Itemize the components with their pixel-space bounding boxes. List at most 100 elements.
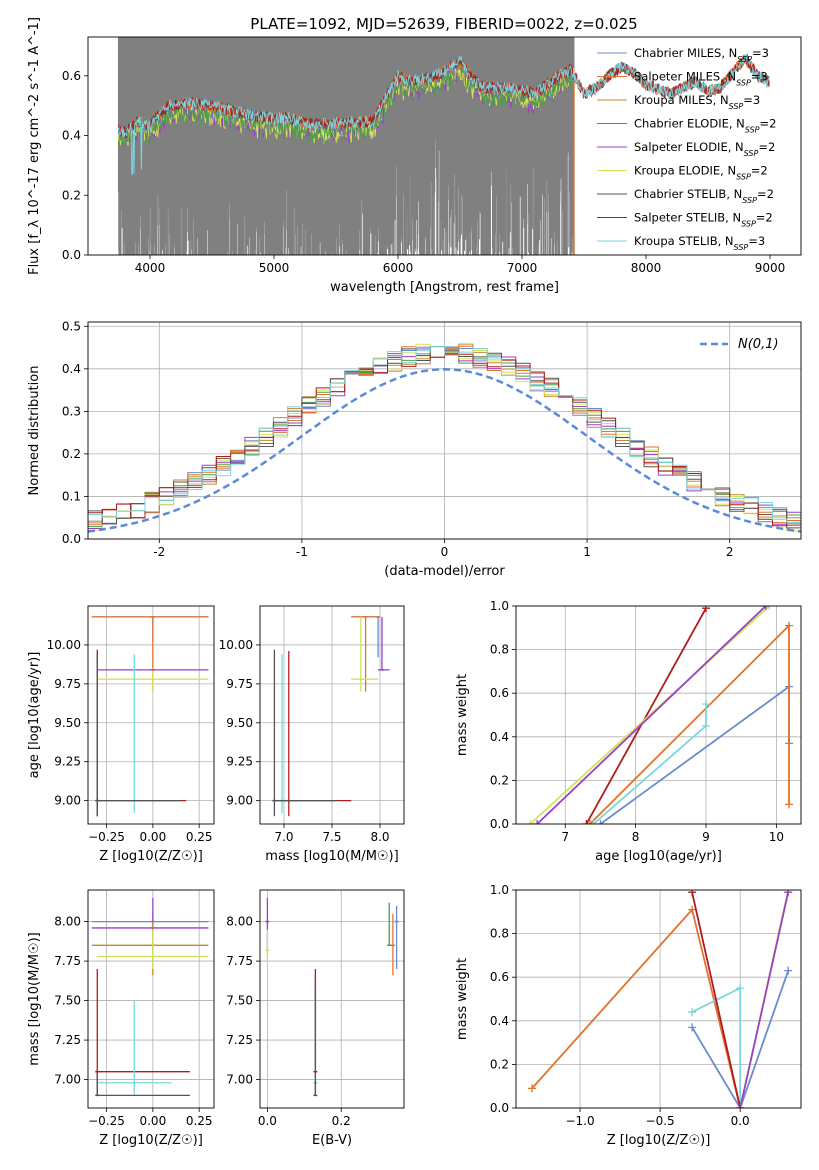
y-tick-label: 0.6 bbox=[490, 686, 509, 700]
model-spectrum-chabrier_elodie bbox=[117, 60, 572, 149]
y-tick-label: 9.50 bbox=[226, 716, 253, 730]
model-spectrum-kroupa_stelib bbox=[117, 54, 770, 176]
weight-marker-kroupa_stelib bbox=[736, 984, 745, 993]
weight-line-salpeter_stelib bbox=[691, 892, 742, 1108]
weight-marker-salpeter_stelib bbox=[702, 606, 710, 613]
weight-line-chabrier_miles bbox=[599, 684, 790, 824]
y-tick-label: 7.25 bbox=[226, 1033, 253, 1047]
mass_vs_Z-data bbox=[91, 897, 209, 1097]
x-tick-label: -1 bbox=[296, 545, 308, 559]
y-axis-label: mass [log10(M/M☉)] bbox=[27, 932, 42, 1065]
x-tick-label: −0.5 bbox=[646, 1114, 675, 1128]
x-tick-label: 7.5 bbox=[322, 830, 341, 844]
x-tick-label: −0.25 bbox=[88, 1114, 125, 1128]
y-tick-label: 1.0 bbox=[490, 883, 509, 897]
legend-label-kroupa_miles: Kroupa MILES, NSSP=3 bbox=[634, 93, 760, 111]
weight-line-salpeter_stelib bbox=[585, 607, 707, 824]
plot-frame bbox=[87, 605, 215, 825]
x-axis-label: E(B-V) bbox=[312, 1133, 352, 1148]
plot-frame bbox=[259, 889, 405, 1109]
y-tick-label: 0.6 bbox=[490, 970, 509, 984]
weight-marker-salpeter_miles bbox=[528, 1084, 537, 1093]
x-tick-label: 8 bbox=[632, 830, 640, 844]
legend-label-kroupa_stelib: Kroupa STELIB, NSSP=3 bbox=[634, 234, 765, 252]
weight-line-salpeter_elodie bbox=[536, 606, 767, 824]
weight_vs_age-data bbox=[526, 606, 794, 824]
plot-frame bbox=[87, 36, 802, 256]
legend-label-kroupa_elodie: Kroupa ELODIE, NSSP=2 bbox=[634, 164, 768, 182]
x-tick-label: 8000 bbox=[631, 261, 662, 275]
y-tick-label: 0.8 bbox=[490, 927, 509, 941]
y-tick-label: 0.0 bbox=[62, 532, 81, 546]
y-tick-label: 7.75 bbox=[226, 954, 253, 968]
weight-marker-kroupa_elodie bbox=[526, 820, 535, 824]
x-tick-label: −1.0 bbox=[565, 1114, 594, 1128]
y-tick-label: 0.4 bbox=[62, 362, 81, 376]
plot-frame bbox=[259, 605, 405, 825]
y-tick-label: 8.00 bbox=[226, 915, 253, 929]
age_vs_Z-axes: −0.25 0.00 0.25 9.00 9.25 9.50 9.75 10.00 Z [log… bbox=[27, 605, 215, 864]
weight-marker-chabrier_miles bbox=[784, 966, 793, 975]
y-axis-label: mass weight bbox=[455, 674, 470, 756]
x-tick-label: 0.2 bbox=[332, 1114, 351, 1128]
y-tick-label: 0.6 bbox=[62, 69, 81, 83]
y-tick-label: 7.50 bbox=[226, 994, 253, 1008]
weight-marker-salpeter_elodie bbox=[533, 820, 542, 824]
y-tick-label: 7.00 bbox=[54, 1073, 81, 1087]
age_vs_Z-grid bbox=[88, 606, 214, 824]
observed-spectrum bbox=[117, 37, 575, 255]
mass_vs_Z-grid bbox=[88, 890, 214, 1108]
y-tick-label: 0.4 bbox=[490, 1014, 509, 1028]
x-tick-label: 8.0 bbox=[370, 830, 389, 844]
weight-marker-kroupa_stelib bbox=[702, 700, 710, 709]
x-axis-label: wavelength [Angstrom, rest frame] bbox=[330, 280, 559, 295]
x-tick-label: 0.25 bbox=[186, 1114, 213, 1128]
weight-marker-salpeter_miles bbox=[785, 800, 794, 809]
x-axis-label: Z [log10(Z/Z☉)] bbox=[99, 1133, 203, 1148]
y-tick-label: 9.75 bbox=[54, 677, 81, 691]
x-tick-label: 1 bbox=[583, 545, 591, 559]
x-tick-label: -2 bbox=[153, 545, 165, 559]
mass_vs_ebv-data bbox=[265, 897, 399, 1097]
weight-marker-salpeter_elodie bbox=[784, 890, 793, 897]
y-tick-label: 8.00 bbox=[54, 915, 81, 929]
age_vs_mass-data bbox=[272, 616, 390, 817]
legend-label-chabrier_stelib: Chabrier STELIB, NSSP=2 bbox=[634, 187, 774, 205]
legend-label-chabrier_miles: Chabrier MILES, NSSP=3 bbox=[634, 46, 769, 64]
plot-frame bbox=[87, 321, 802, 540]
mass_vs_ebv-axes: 0.0 0.2 7.00 7.25 7.50 7.75 8.00 E(B-V) bbox=[226, 889, 405, 1148]
y-tick-label: 9.00 bbox=[54, 794, 81, 808]
legend-label-salpeter_miles: Salpeter MILES, NSSP=3 bbox=[634, 70, 768, 88]
x-tick-label: 10 bbox=[769, 830, 784, 844]
y-tick-label: 0.2 bbox=[490, 773, 509, 787]
weight-line-chabrier_miles bbox=[691, 970, 790, 1108]
residual-histogram-kroupa_stelib bbox=[88, 346, 801, 535]
weight-marker-salpeter_miles bbox=[585, 820, 594, 824]
y-tick-label: 0.2 bbox=[62, 188, 81, 202]
legend-label-normal: N(0,1) bbox=[738, 337, 779, 352]
x-axis-label: (data-model)/error bbox=[384, 564, 505, 579]
age_vs_mass-axes: 7.0 7.5 8.0 9.00 9.25 9.50 9.75 10.00 mass [log1… bbox=[219, 605, 405, 864]
x-tick-label: 2 bbox=[726, 545, 734, 559]
weight-marker-salpeter_elodie bbox=[736, 1104, 745, 1108]
legend-label-salpeter_elodie: Salpeter ELODIE, NSSP=2 bbox=[634, 140, 775, 158]
plot-frame bbox=[87, 889, 215, 1109]
y-tick-label: 9.00 bbox=[226, 794, 253, 808]
weight-marker-kroupa_stelib bbox=[688, 1008, 697, 1017]
x-tick-label: 7000 bbox=[507, 261, 538, 275]
legend-label-salpeter_stelib: Salpeter STELIB, NSSP=2 bbox=[634, 211, 773, 229]
weight-line-salpeter_miles bbox=[589, 623, 790, 824]
weight-marker-kroupa_stelib bbox=[702, 721, 710, 730]
x-tick-label: 0.00 bbox=[139, 830, 166, 844]
x-tick-label: 7 bbox=[561, 830, 569, 844]
y-tick-label: 0.5 bbox=[62, 319, 81, 333]
weight-marker-salpeter_miles bbox=[785, 621, 794, 630]
y-tick-label: 10.00 bbox=[47, 638, 81, 652]
x-axis-label: age [log10(age/yr)] bbox=[595, 849, 722, 864]
y-tick-label: 10.00 bbox=[219, 638, 253, 652]
x-tick-label: 9000 bbox=[755, 261, 786, 275]
residuals-legend: N(0,1) bbox=[700, 337, 779, 352]
y-tick-label: 0.2 bbox=[62, 447, 81, 461]
x-tick-label: 0.0 bbox=[731, 1114, 750, 1128]
x-tick-label: −0.25 bbox=[88, 830, 125, 844]
